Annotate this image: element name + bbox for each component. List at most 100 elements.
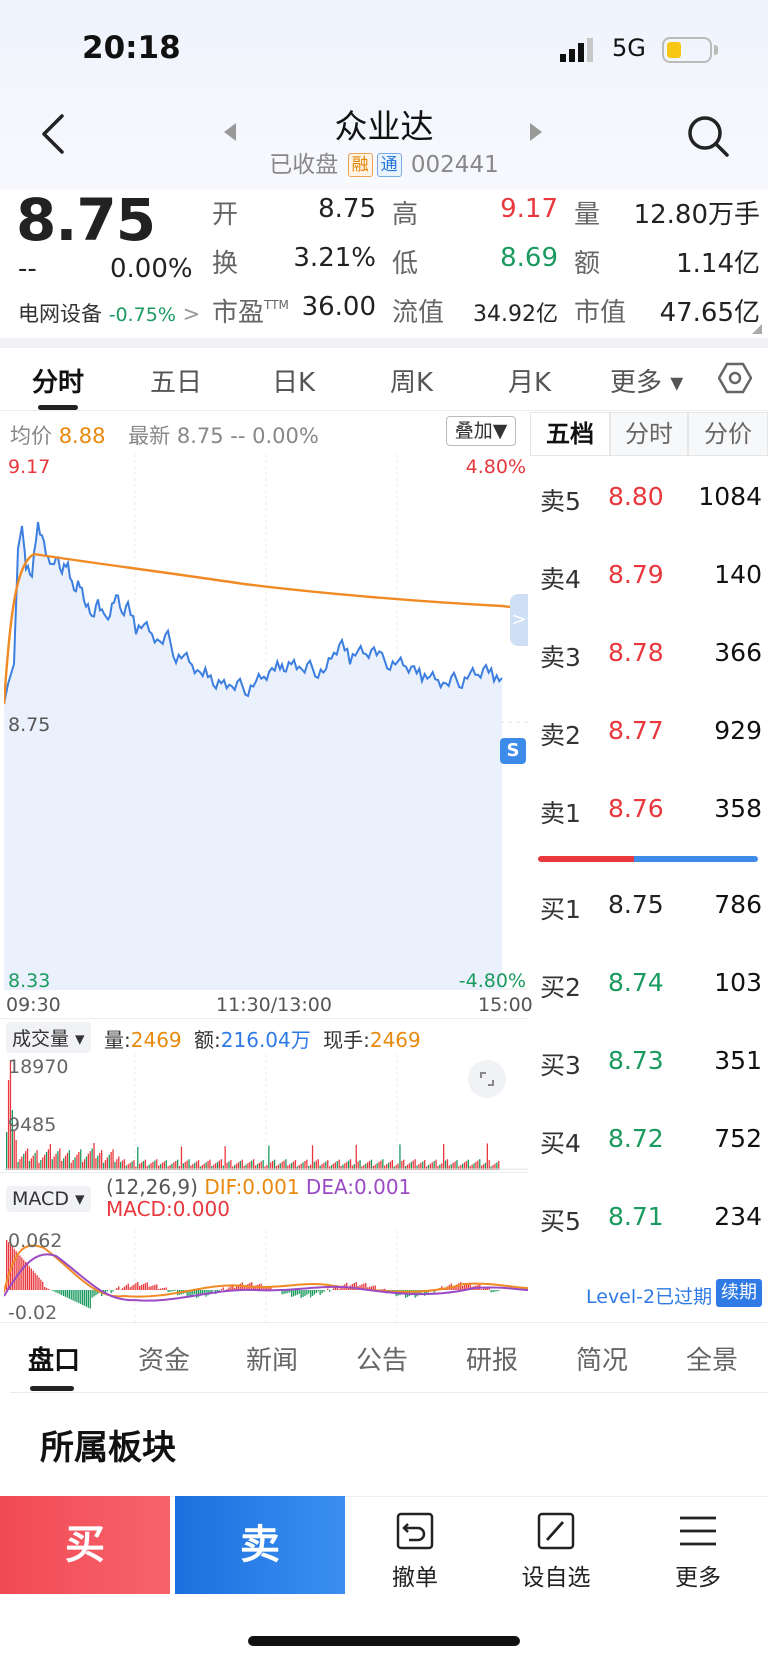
tab-daily-k[interactable]: 日K [272, 368, 316, 398]
chevron-right-icon: > [182, 302, 201, 326]
sector-pct: -0.75% [108, 304, 176, 326]
pct-axis-top: 4.80% [465, 456, 526, 478]
s-badge[interactable]: S [500, 738, 526, 764]
high-label: 高 [392, 200, 419, 230]
add-watchlist-button[interactable]: 设自选 [496, 1510, 616, 1592]
tab-price-dist[interactable]: 分价 [688, 412, 768, 456]
latest-change: -- [230, 424, 246, 448]
ask-price: 8.78 [608, 638, 664, 667]
low-value: 8.69 [500, 243, 558, 273]
tab-quote-panel[interactable]: 盘口 [28, 1346, 81, 1376]
bid-volume: 752 [714, 1124, 762, 1153]
bid-price: 8.71 [608, 1202, 664, 1231]
search-icon[interactable] [686, 114, 730, 162]
tab-monthly-k[interactable]: 月K [508, 368, 552, 398]
sell-button[interactable]: 卖 [175, 1496, 345, 1594]
more-button[interactable]: 更多 [638, 1510, 758, 1592]
tab-weekly-k[interactable]: 周K [390, 368, 434, 398]
pe-label: 市盈TTM [212, 298, 289, 328]
next-stock-icon[interactable] [528, 122, 544, 146]
ask-price: 8.80 [608, 482, 664, 511]
bid-level-row[interactable]: 买4 8.72 752 [540, 1124, 762, 1164]
macd-legend: (12,26,9) DIF:0.001 DEA:0.001 MACD:0.000 [106, 1175, 412, 1221]
bid-label: 买2 [540, 973, 581, 1002]
tab-research[interactable]: 研报 [466, 1346, 519, 1376]
mkt-cap-label: 市值 [574, 298, 627, 328]
cancel-order-button[interactable]: 撤单 [355, 1510, 475, 1592]
renew-button[interactable]: 续期 [716, 1279, 762, 1307]
float-cap-label: 流值 [392, 298, 445, 328]
prev-stock-icon[interactable] [222, 122, 238, 146]
ask-label: 卖3 [540, 643, 581, 672]
sector-link[interactable]: 电网设备 -0.75% > [18, 298, 200, 328]
avg-label: 均价 [10, 424, 52, 448]
fullscreen-icon[interactable] [468, 1060, 506, 1098]
ask-label: 卖4 [540, 565, 581, 594]
latest-pct: 0.00% [252, 424, 319, 448]
volume-y-mid: 9485 [8, 1114, 57, 1136]
turnover-label: 换 [212, 249, 239, 279]
ask-level-row[interactable]: 卖3 8.78 366 [540, 638, 762, 678]
macd-chart[interactable] [4, 1230, 528, 1322]
bid-level-row[interactable]: 买2 8.74 103 [540, 968, 762, 1008]
tab-tick[interactable]: 分时 [610, 412, 688, 456]
volume-chart[interactable] [4, 1054, 528, 1170]
turnover-value: 3.21% [293, 243, 376, 273]
ask-level-row[interactable]: 卖5 8.80 1084 [540, 482, 762, 522]
latest-label: 最新 [128, 424, 171, 448]
tab-five-day[interactable]: 五日 [150, 368, 203, 398]
menu-icon [638, 1510, 758, 1552]
tab-more[interactable]: 更多 ▾ [610, 368, 684, 398]
macd-y-top: 0.062 [8, 1230, 63, 1252]
last-price: 8.75 [16, 186, 156, 254]
tab-announcements[interactable]: 公告 [356, 1346, 409, 1376]
expand-corner-icon[interactable] [752, 324, 762, 334]
tab-news[interactable]: 新闻 [246, 1346, 299, 1376]
bid-level-row[interactable]: 买3 8.73 351 [540, 1046, 762, 1086]
chart-expand-handle[interactable]: > [510, 594, 528, 646]
back-button[interactable] [36, 112, 72, 156]
volume-value: 12.80万手 [633, 200, 760, 230]
level2-status[interactable]: Level-2已过期 [586, 1286, 713, 1308]
connect-tag: 通 [376, 153, 402, 177]
tab-funds[interactable]: 资金 [138, 1346, 191, 1376]
bid-volume: 351 [714, 1046, 762, 1075]
sector-name: 电网设备 [18, 302, 102, 326]
bid-price: 8.75 [608, 890, 664, 919]
macd-y-bottom: -0.02 [8, 1302, 58, 1324]
stock-code: 002441 [410, 152, 499, 178]
ask-level-row[interactable]: 卖1 8.76 358 [540, 794, 762, 834]
low-label: 低 [392, 249, 419, 279]
signal-icon [560, 38, 600, 62]
bid-price: 8.74 [608, 968, 664, 997]
ask-volume: 929 [714, 716, 762, 745]
tab-panorama[interactable]: 全景 [686, 1346, 739, 1376]
time-axis-end: 15:00 [478, 994, 533, 1016]
network-type: 5G [612, 34, 646, 62]
ask-level-row[interactable]: 卖4 8.79 140 [540, 560, 762, 600]
ask-label: 卖1 [540, 799, 581, 828]
volume-indicator-select[interactable]: 成交量 ▾ [6, 1022, 91, 1053]
chart-settings-icon[interactable] [717, 362, 753, 398]
tab-intraday[interactable]: 分时 [32, 368, 85, 398]
ask-level-row[interactable]: 卖2 8.77 929 [540, 716, 762, 756]
tab-profile[interactable]: 简况 [576, 1346, 629, 1376]
bid-level-row[interactable]: 买1 8.75 786 [540, 890, 762, 930]
time-axis-start: 09:30 [6, 994, 61, 1016]
ask-volume: 358 [714, 794, 762, 823]
home-indicator [248, 1636, 520, 1646]
intraday-price-chart[interactable] [4, 454, 528, 990]
bid-label: 买3 [540, 1051, 581, 1080]
bid-volume: 234 [714, 1202, 762, 1231]
sell-strength-bar [538, 856, 634, 862]
margin-tag: 融 [347, 153, 373, 177]
macd-indicator-select[interactable]: MACD ▾ [6, 1186, 91, 1212]
ask-volume: 140 [714, 560, 762, 589]
volume-y-top: 18970 [8, 1056, 69, 1078]
bottom-tab-indicator [30, 1386, 74, 1391]
buy-button[interactable]: 买 [0, 1496, 170, 1594]
bid-level-row[interactable]: 买5 8.71 234 [540, 1202, 762, 1242]
stock-subtitle: 已收盘 融通 002441 [0, 145, 768, 179]
overlay-button[interactable]: 叠加▼ [446, 416, 516, 446]
tab-order-book[interactable]: 五档 [530, 412, 610, 456]
